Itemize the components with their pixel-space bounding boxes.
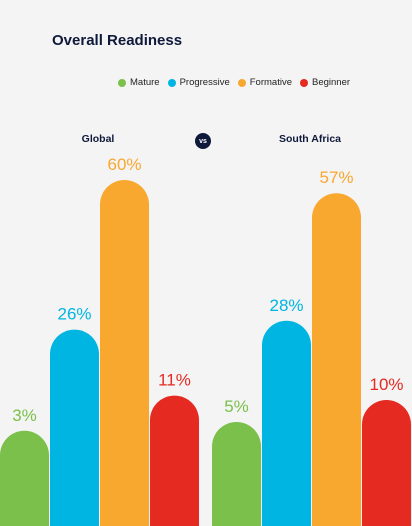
legend-item-formative: Formative: [237, 77, 292, 88]
bar-global-mature: [0, 430, 49, 526]
data-label-south-africa-formative: 57%: [319, 168, 353, 187]
legend-item-progressive: Progressive: [167, 77, 230, 88]
bar-south-africa-formative: [312, 193, 361, 526]
bar-south-africa-mature: [212, 422, 261, 526]
data-label-global-formative: 60%: [107, 155, 141, 174]
legend-label-mature: Mature: [130, 77, 160, 88]
bar-south-africa-beginner: [362, 400, 411, 526]
group-label-global: Global: [81, 133, 115, 145]
bar-global-beginner: [150, 395, 199, 526]
legend: Mature Progressive Formative Beginner: [118, 77, 350, 88]
data-label-global-progressive: 26%: [57, 305, 91, 324]
legend-dot-beginner: [299, 78, 308, 87]
legend-label-beginner: Beginner: [311, 77, 351, 88]
legend-item-beginner: Beginner: [299, 77, 351, 88]
legend-label-progressive: Progressive: [179, 77, 230, 88]
legend-label-formative: Formative: [249, 77, 292, 88]
page-title: Overall Readiness: [52, 32, 183, 49]
bar-global-progressive: [50, 329, 99, 526]
legend-dot-formative: [237, 78, 246, 87]
data-label-global-mature: 3%: [12, 406, 37, 425]
bar-global-formative: [100, 179, 149, 526]
data-label-south-africa-mature: 5%: [224, 397, 249, 416]
data-label-south-africa-progressive: 28%: [269, 296, 303, 315]
legend-dot-progressive: [167, 78, 176, 87]
group-label-south-africa: South Africa: [278, 133, 342, 145]
vs-badge: vs: [195, 133, 211, 149]
legend-dot-mature: [118, 78, 126, 87]
data-label-global-beginner: 11%: [158, 371, 191, 390]
legend-item-mature: Mature: [118, 77, 160, 88]
bar-south-africa-progressive: [262, 320, 311, 526]
data-label-south-africa-beginner: 10%: [369, 375, 403, 394]
